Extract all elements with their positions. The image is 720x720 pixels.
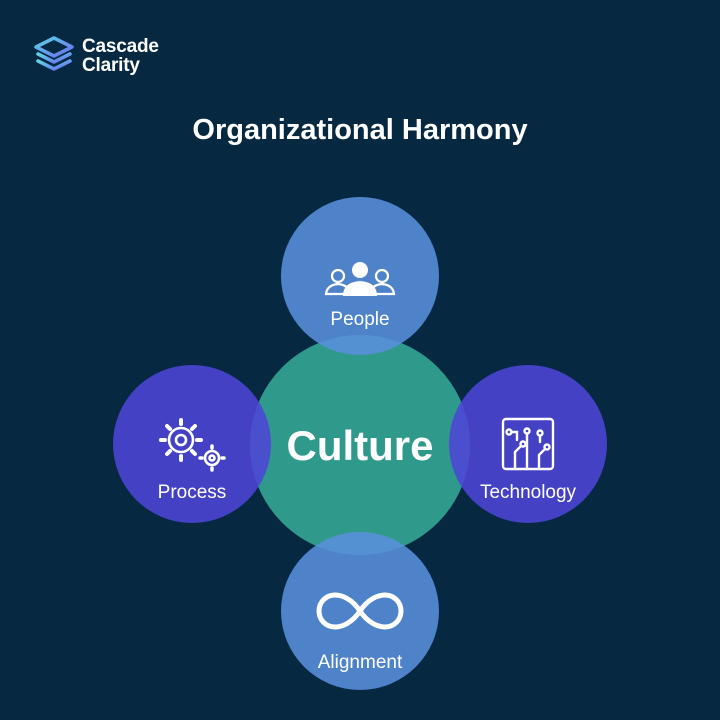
layers-logo-icon [34,36,74,71]
culture-circle[interactable] [250,335,470,555]
brand-logo[interactable]: Cascade Clarity [32,34,159,78]
people-label: People [330,309,389,330]
circuit-board-icon [501,417,555,471]
page-title: Organizational Harmony [192,114,528,146]
gears-icon [159,418,226,472]
brand-line-2: Clarity [82,55,140,76]
alignment-label: Alignment [318,652,403,673]
technology-label: Technology [480,482,577,503]
infinity-icon [316,592,404,630]
brand-name: Cascade Clarity [82,37,159,75]
brand-line-1: Cascade [82,36,159,57]
people-icon [324,262,396,296]
culture-label: Culture [287,422,434,469]
process-label: Process [158,482,227,503]
